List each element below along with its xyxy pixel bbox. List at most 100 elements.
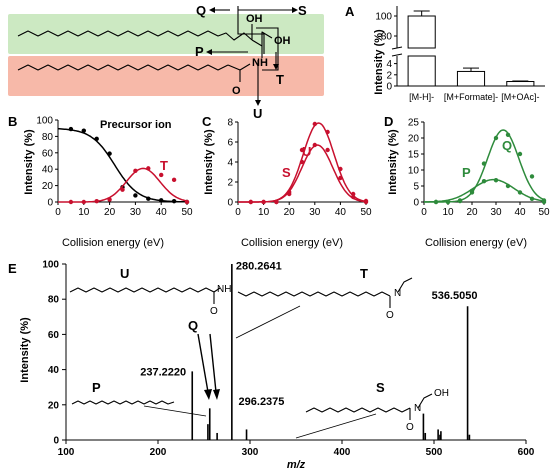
x-tick-label: 30 xyxy=(309,207,321,218)
panel-a: A Intensity (%) 80 100 024 [M-H]- [M+Formate… xyxy=(345,4,545,102)
y-tick-label: 20 xyxy=(42,181,54,192)
series-label-t: T xyxy=(160,158,168,173)
data-point xyxy=(171,177,177,183)
data-point xyxy=(529,196,535,201)
data-point xyxy=(184,199,190,205)
panel-b: B Intensity (%) Collision energy (eV) 0 1… xyxy=(8,114,193,249)
ceramide-structure: OH OH NH O Q S P T U xyxy=(8,3,324,121)
axis-break-mark xyxy=(391,46,403,50)
panel-d: D Intensity (%) Collision energy (eV) 0 1… xyxy=(384,114,550,249)
label-oh1: OH xyxy=(246,13,263,25)
fragment-p-label: P xyxy=(92,380,101,395)
arrow-heads xyxy=(206,7,298,106)
y-tick-label: 20 xyxy=(48,400,60,411)
data-point xyxy=(120,187,125,192)
panel-c-xlabel: Collision energy (eV) xyxy=(241,237,343,249)
data-point xyxy=(94,136,99,142)
x-tick-label: 0 xyxy=(421,207,427,218)
x-tick-label: 50 xyxy=(181,207,193,218)
fit-curve xyxy=(58,128,187,203)
data-point xyxy=(107,197,112,202)
y-tick-label: 20 xyxy=(408,134,420,145)
data-point xyxy=(146,166,151,171)
acyl-chain xyxy=(17,64,229,71)
sphingoid-band xyxy=(8,14,324,54)
data-point xyxy=(541,199,547,205)
data-point xyxy=(517,151,523,157)
data-point xyxy=(325,147,330,153)
x-tick-label: 100 xyxy=(58,447,75,458)
data-point xyxy=(481,179,487,184)
axis-break-mark xyxy=(391,53,403,57)
y-tick-label: 100 xyxy=(36,116,53,127)
data-point xyxy=(299,159,305,165)
peak-label-280: 280.2641 xyxy=(236,260,282,272)
y-tick-label: 80 xyxy=(48,295,60,306)
data-point xyxy=(363,199,369,205)
panel-label-d: D xyxy=(384,114,393,129)
panel-d-ylabel: Intensity (%) xyxy=(387,129,399,195)
data-point xyxy=(517,190,523,195)
fragment-s-oh: OH xyxy=(434,388,449,399)
series-label-precursor: Precursor ion xyxy=(100,119,172,131)
x-tick-label: 40 xyxy=(514,207,526,218)
fragment-t-label: T xyxy=(360,266,368,281)
x-tick-label: 10 xyxy=(258,207,270,218)
fragment-s-label: S xyxy=(376,380,385,395)
data-point xyxy=(274,199,279,205)
data-point xyxy=(351,194,356,200)
y-tick-label: 80 xyxy=(381,32,393,43)
data-point xyxy=(81,128,87,133)
data-point xyxy=(481,161,487,166)
fragment-u-label: U xyxy=(120,266,129,281)
fit-curve xyxy=(58,167,188,203)
x-tick-label: 10 xyxy=(442,207,454,218)
fragment-label-p: P xyxy=(195,44,204,59)
y-tick-label: 100 xyxy=(375,12,392,23)
data-point xyxy=(338,175,343,181)
data-point xyxy=(469,188,475,193)
y-tick-label: 15 xyxy=(408,150,420,161)
data-point xyxy=(529,174,535,179)
data-point xyxy=(68,126,74,132)
panel-d-plot: 0 10 20 30 40 50 0 5 10 15 20 25 xyxy=(408,118,550,219)
x-tick-label: 20 xyxy=(284,207,296,218)
x-tick-label: [M+Formate]- xyxy=(444,92,498,102)
data-point xyxy=(159,198,164,203)
fragment-s-structure: N O OH S xyxy=(305,380,449,433)
y-tick-label: 2 xyxy=(227,178,233,189)
y-tick-label: 5 xyxy=(413,182,419,193)
data-point xyxy=(338,166,343,172)
panel-d-xlabel: Collision energy (eV) xyxy=(425,237,527,249)
data-point xyxy=(433,199,439,205)
leader-lines xyxy=(143,305,377,439)
panel-c-plot: 0 10 20 30 40 50 0 2 4 6 8 xyxy=(227,118,372,219)
y-tick-label: 40 xyxy=(42,165,54,176)
y-tick-label: 60 xyxy=(48,330,60,341)
y-tick-label: 80 xyxy=(42,132,54,143)
fragment-s-o: O xyxy=(406,422,414,433)
bar xyxy=(456,70,486,87)
fragment-label-s: S xyxy=(298,3,307,18)
panel-b-xlabel: Collision energy (eV) xyxy=(62,237,164,249)
x-tick-label: 50 xyxy=(538,207,550,218)
fragment-t-n: N xyxy=(394,288,401,299)
y-tick-label: 4 xyxy=(386,59,392,70)
panel-e-ylabel: Intensity (%) xyxy=(19,317,31,383)
data-point xyxy=(171,198,177,204)
y-tick-label: 60 xyxy=(42,148,54,159)
panel-a-ylabel: Intensity (%) xyxy=(373,29,385,95)
x-tick-label: 10 xyxy=(78,207,90,218)
x-tick-label: 0 xyxy=(55,207,61,218)
y-tick-label: 100 xyxy=(42,260,59,271)
fragment-p-structure: P xyxy=(71,380,175,405)
q-arrows xyxy=(197,333,217,393)
data-point xyxy=(457,198,463,203)
y-tick-label: 8 xyxy=(227,118,233,129)
panel-c-ylabel: Intensity (%) xyxy=(203,129,215,195)
data-point xyxy=(133,193,138,198)
data-point xyxy=(146,196,151,201)
y-tick-label: 0 xyxy=(386,82,392,93)
series-label-p: P xyxy=(462,165,471,180)
